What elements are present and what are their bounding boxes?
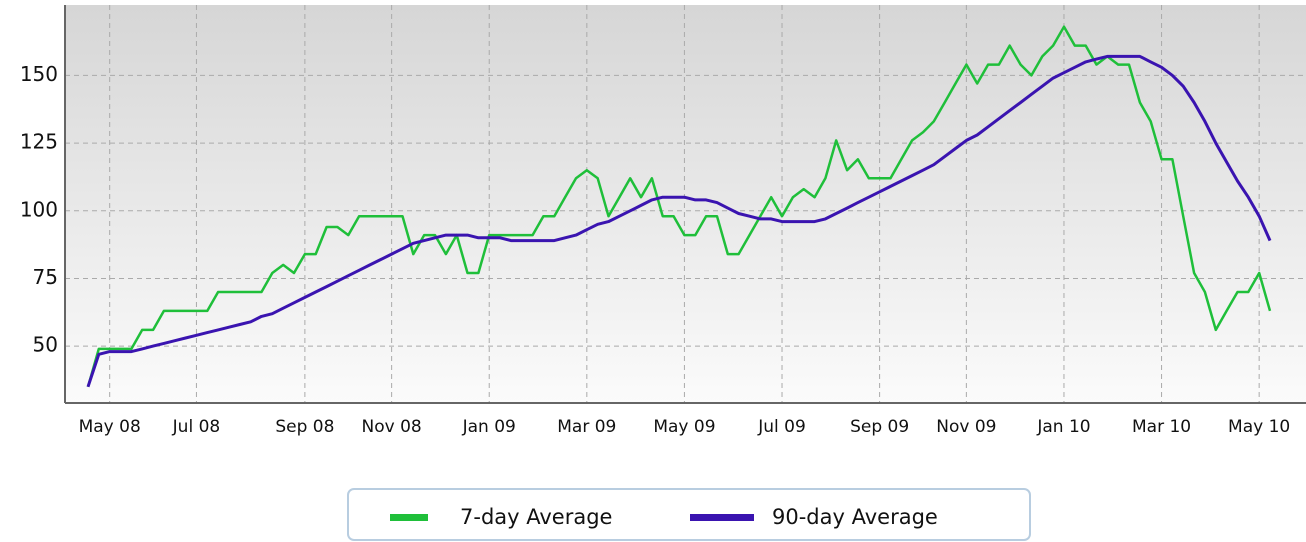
x-tick-label: May 09 [653, 417, 715, 437]
x-tick-label: Jul 08 [172, 417, 221, 437]
data-line [86, 25, 1272, 388]
x-tick-label: May 08 [79, 417, 141, 437]
legend-swatch [690, 514, 754, 521]
x-tick-label: Nov 08 [362, 417, 422, 437]
x-tick-label: Jul 09 [757, 417, 806, 437]
x-tick-label: Sep 08 [275, 417, 334, 437]
legend-label: 90-day Average [772, 505, 938, 529]
x-tick-label: Jan 10 [1036, 417, 1090, 437]
plot-background [65, 5, 1306, 403]
x-tick-label: Sep 09 [850, 417, 909, 437]
x-tick-label: May 10 [1228, 417, 1290, 437]
legend-label: 7-day Average [460, 505, 612, 529]
y-tick-label: 50 [33, 333, 58, 357]
x-tick-label: Mar 09 [557, 417, 616, 437]
y-tick-label: 150 [20, 62, 58, 86]
x-tick-label: Mar 10 [1132, 417, 1191, 437]
data-line [86, 54, 1272, 388]
y-tick-label: 125 [20, 130, 58, 154]
legend-swatch [390, 514, 428, 521]
x-tick-label: Nov 09 [936, 417, 996, 437]
y-tick-label: 75 [33, 265, 58, 289]
y-tick-label: 100 [20, 197, 58, 221]
legend [347, 488, 1031, 541]
x-tick-label: Jan 09 [462, 417, 516, 437]
